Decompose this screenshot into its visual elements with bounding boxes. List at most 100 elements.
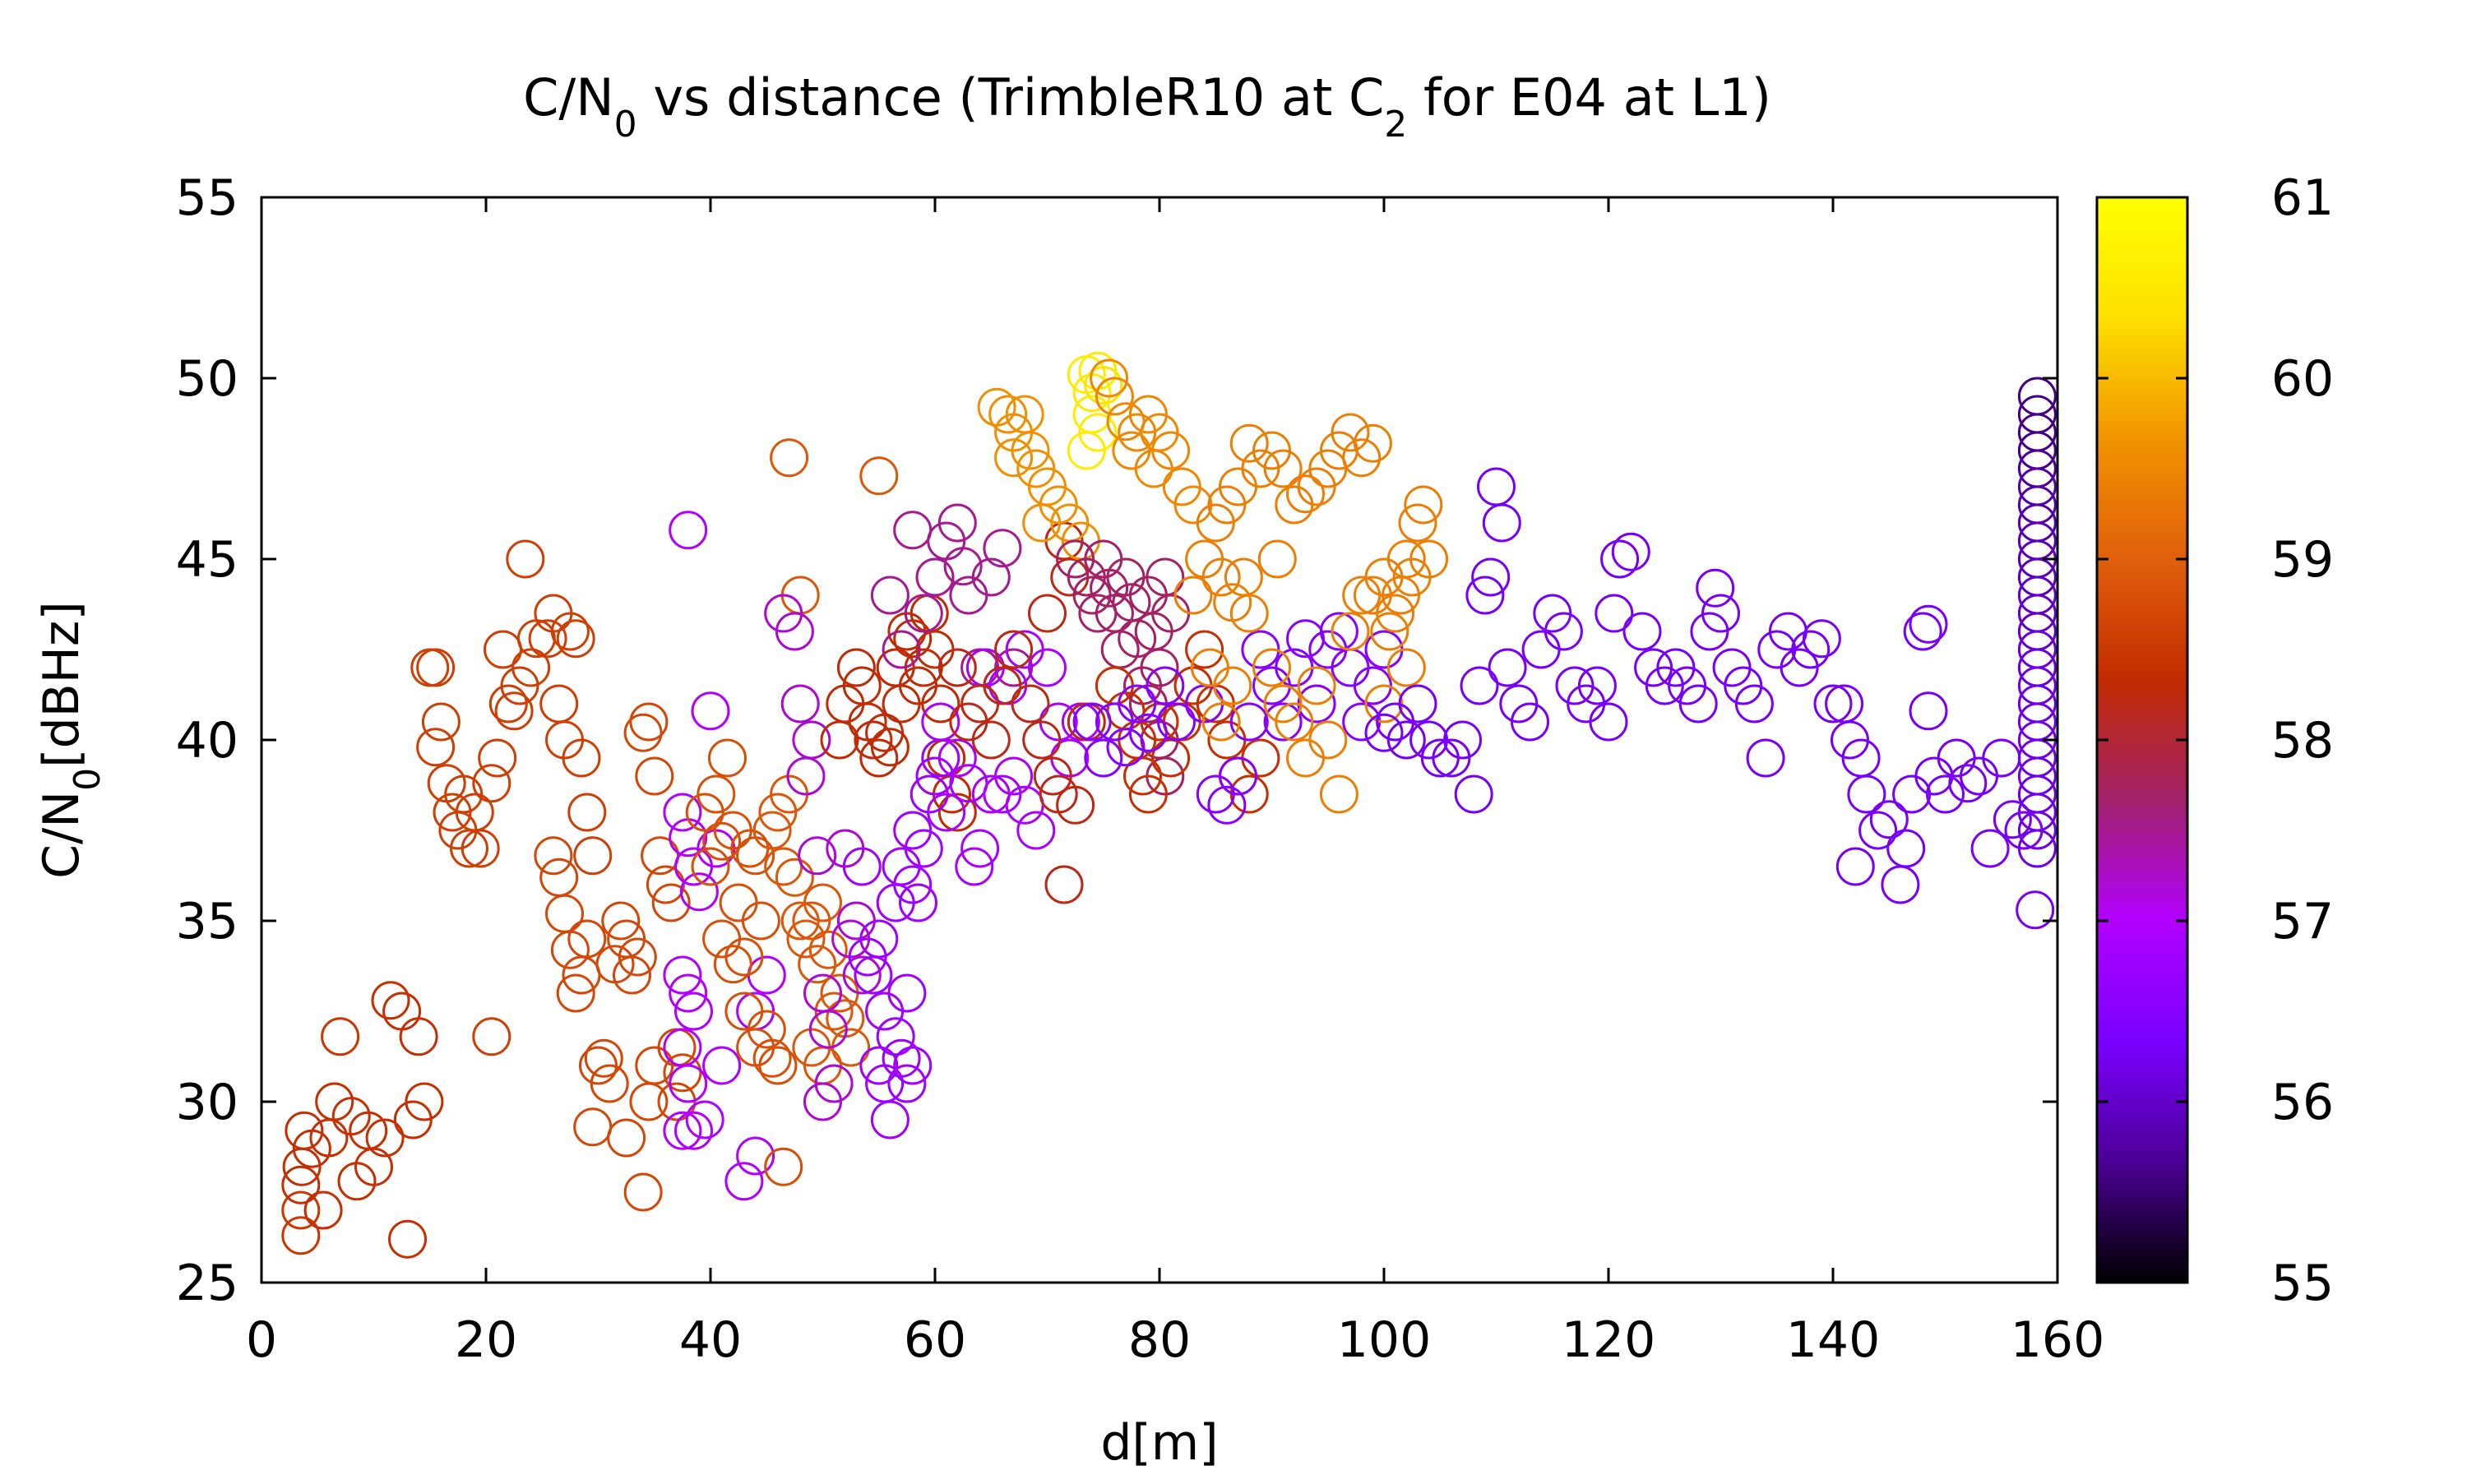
- data-point: [607, 1118, 646, 1158]
- data-point: [1106, 728, 1146, 767]
- data-point: [1471, 557, 1511, 597]
- data-point: [539, 858, 579, 897]
- data-point: [814, 1064, 854, 1103]
- data-point: [472, 1017, 511, 1056]
- data-point: [1982, 738, 2021, 778]
- data-point: [1196, 774, 1235, 814]
- data-point: [1555, 666, 1595, 705]
- data-point: [1353, 666, 1392, 705]
- data-point: [573, 1107, 613, 1147]
- data-point: [724, 992, 764, 1031]
- data-point: [1067, 431, 1106, 470]
- data-point: [713, 945, 752, 984]
- data-point: [780, 684, 820, 724]
- data-point: [758, 793, 798, 832]
- data-point: [1331, 413, 1370, 452]
- x-tick-label: 100: [1337, 1311, 1432, 1369]
- data-point: [388, 1219, 427, 1259]
- data-point: [1173, 576, 1213, 615]
- data-point: [506, 539, 545, 579]
- data-point: [798, 836, 837, 876]
- data-point: [488, 684, 528, 724]
- data-point: [1746, 738, 1785, 778]
- data-point: [764, 1147, 803, 1186]
- data-point: [876, 1017, 915, 1056]
- data-point: [960, 829, 1000, 868]
- data-point: [573, 836, 613, 876]
- data-point: [1993, 800, 2032, 839]
- data-point: [1595, 594, 1634, 633]
- data-point: [882, 630, 921, 669]
- data-point: [1831, 720, 1869, 760]
- data-point: [416, 728, 456, 767]
- data-point: [1960, 756, 1998, 796]
- data-point: [1780, 648, 1819, 687]
- data-point: [893, 865, 933, 904]
- data-point: [1342, 438, 1382, 478]
- data-point: [550, 612, 590, 651]
- data-point: [556, 619, 595, 659]
- data-point: [1044, 865, 1084, 904]
- data-point: [786, 919, 826, 959]
- y-tick-label: 40: [176, 712, 238, 770]
- data-point: [1970, 829, 2010, 868]
- data-point: [814, 992, 854, 1031]
- data-point: [1690, 612, 1729, 651]
- data-point: [887, 973, 927, 1013]
- data-point: [1016, 811, 1056, 850]
- data-point: [511, 648, 551, 687]
- colorbar: [2095, 196, 2189, 1284]
- data-point: [281, 1165, 321, 1204]
- data-point: [724, 1162, 764, 1201]
- data-point: [943, 547, 983, 586]
- data-point: [870, 728, 910, 767]
- data-point: [702, 1046, 742, 1085]
- data-point: [2017, 811, 2057, 850]
- data-point: [1813, 684, 1853, 724]
- data-point: [859, 738, 899, 778]
- data-point: [1802, 619, 1841, 659]
- data-point: [1286, 738, 1325, 778]
- data-point: [545, 894, 584, 933]
- data-point: [1926, 774, 1965, 814]
- data-point: [1443, 720, 1482, 760]
- y-tick-label: 45: [176, 531, 238, 589]
- data-point: [1028, 594, 1067, 633]
- colorbar-tick-label: 56: [2271, 1074, 2334, 1131]
- data-point: [1308, 720, 1348, 760]
- data-point: [539, 684, 579, 724]
- data-point: [921, 684, 960, 724]
- data-point: [859, 1046, 899, 1085]
- y-tick-label: 35: [176, 893, 238, 950]
- data-point: [528, 619, 567, 659]
- data-point: [472, 764, 511, 803]
- data-point: [1022, 720, 1062, 760]
- chart-title: C/N0 vs distance (TrimbleR10 at C2 for E…: [523, 67, 1771, 146]
- data-point: [971, 720, 1011, 760]
- data-point: [1118, 684, 1157, 724]
- data-point: [281, 1216, 321, 1255]
- data-point: [983, 666, 1022, 705]
- data-point: [1275, 648, 1314, 687]
- data-point: [971, 557, 1011, 597]
- data-point: [1201, 557, 1241, 597]
- data-point: [770, 438, 809, 478]
- data-point: [1600, 539, 1640, 579]
- data-point: [1118, 619, 1157, 659]
- data-point: [1275, 702, 1314, 742]
- data-point: [937, 503, 977, 543]
- data-point: [1263, 684, 1303, 724]
- data-point: [848, 937, 887, 977]
- x-tick-label: 20: [455, 1311, 517, 1369]
- data-point: [669, 511, 708, 550]
- data-point: [1886, 829, 1926, 868]
- data-point: [691, 847, 730, 886]
- data-point: [635, 756, 674, 796]
- colorbar-tick-label: 61: [2271, 169, 2334, 227]
- data-point: [393, 1100, 433, 1140]
- y-tick-label: 30: [176, 1074, 238, 1131]
- data-point: [854, 720, 893, 760]
- data-point: [1201, 702, 1241, 742]
- data-point: [382, 992, 422, 1031]
- data-point: [1511, 702, 1549, 742]
